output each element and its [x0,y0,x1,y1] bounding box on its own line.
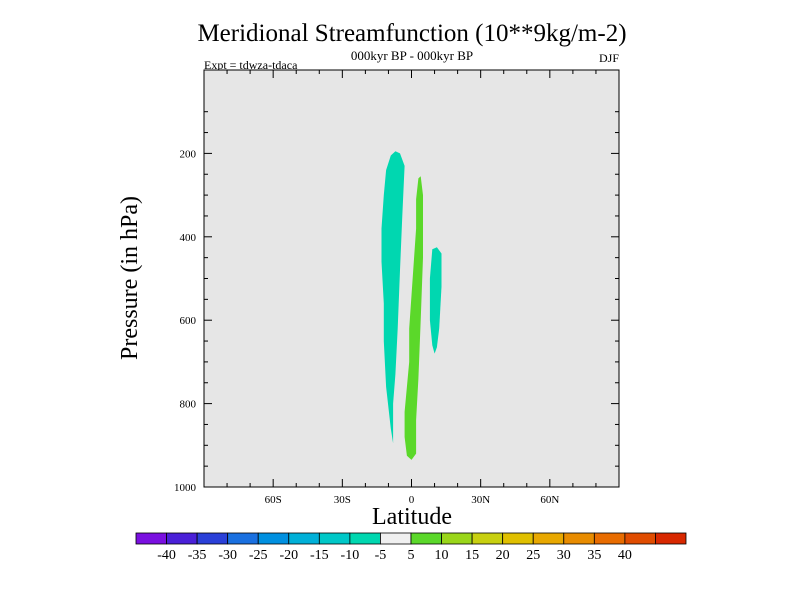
x-tick-label: 30N [471,494,490,506]
colorbar-swatch [257,532,290,545]
colorbar-swatch [502,532,534,545]
colorbar-swatch [593,532,626,545]
y-tick-label: 1000 [174,482,197,494]
x-tick-label: 60S [265,494,282,506]
x-tick-label: 30S [334,494,351,506]
colorbar-swatch [624,532,656,545]
colorbar-swatch [441,532,473,545]
contour-region-2 [429,247,442,354]
colorbar-label: 25 [526,548,540,563]
colorbar-label: -20 [279,548,298,563]
colorbar-swatch [410,532,442,545]
colorbar-label: -25 [249,548,268,563]
colorbar-label: -40 [157,548,176,563]
colorbar-swatch [380,532,412,545]
y-tick-label: 600 [180,315,197,327]
y-tick-label: 800 [180,399,197,411]
y-tick-label: 400 [180,232,197,244]
colorbar-label: 15 [465,548,479,563]
experiment-label: Expt = tdwza-tdaca [204,58,298,72]
colorbar-label: 40 [618,548,632,563]
contour-region-1 [404,176,423,460]
colorbar-label: 30 [557,548,571,563]
colorbar-label: -10 [341,548,360,563]
colorbar: -40 -35 -30 -25 -20 -15 -10 -5 5 10 15 20 25 30 35 40 [135,532,687,563]
colorbar-label: -30 [218,548,237,563]
x-tick-label: 60N [540,494,559,506]
colorbar-swatch [166,532,198,545]
x-axis-title: Latitude [372,504,452,530]
colorbar-swatch [349,532,381,545]
colorbar-label: 20 [496,548,510,563]
colorbar-swatch [532,532,565,545]
colorbar-label: 10 [435,548,449,563]
x-axis: 60S 30S 0 30N 60N [226,70,597,506]
contour-region-0 [381,151,405,444]
colorbar-swatch [471,532,504,545]
colorbar-label: -5 [375,548,387,563]
colorbar-swatch [655,532,687,545]
contour-regions [381,151,442,460]
colorbar-swatch [135,532,167,545]
colorbar-swatch [288,532,320,545]
colorbar-swatch [196,532,229,545]
y-axis: 200 400 600 800 1000 [174,111,619,494]
y-axis-title: Pressure (in hPa) [117,196,143,360]
colorbar-swatch [563,532,595,545]
x-tick-label: 0 [409,494,415,506]
colorbar-label: 5 [408,548,415,563]
colorbar-label: -15 [310,548,329,563]
colorbar-label: 35 [587,548,601,563]
colorbar-swatch [227,532,259,545]
season-label: DJF [599,51,619,65]
chart-title: Meridional Streamfunction (10**9kg/m-2) [197,20,626,47]
y-tick-label: 200 [180,148,197,160]
colorbar-swatch [318,532,351,545]
colorbar-label: -35 [188,548,207,563]
chart-subtitle: 000kyr BP - 000kyr BP [351,48,473,63]
